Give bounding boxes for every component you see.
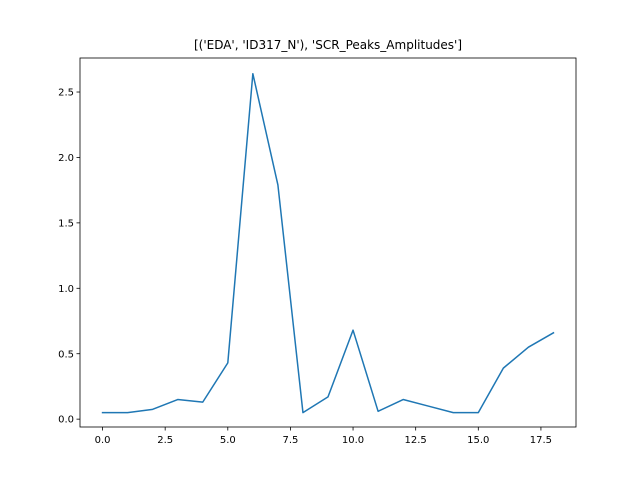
x-axis: 0.0 2.5 5.0 7.5 10.0 12.5 15.0 17.5 xyxy=(95,427,552,446)
y-axis: 0.0 0.5 1.0 1.5 2.0 2.5 xyxy=(58,88,80,426)
y-tick-label: 0.5 xyxy=(58,349,74,360)
series-layer xyxy=(101,72,555,414)
y-tick-label: 2.0 xyxy=(58,153,74,164)
x-tick-label: 7.5 xyxy=(282,435,298,446)
x-tick-label: 17.5 xyxy=(530,435,552,446)
y-tick-label: 1.5 xyxy=(58,218,74,229)
y-tick-label: 0.0 xyxy=(58,415,74,426)
axes-frame xyxy=(79,57,577,428)
y-tick-label: 1.0 xyxy=(58,284,74,295)
x-tick-label: 10.0 xyxy=(342,435,364,446)
x-tick-label: 12.5 xyxy=(405,435,427,446)
chart-title: [('EDA', 'ID317_N'), 'SCR_Peaks_Amplitud… xyxy=(194,38,462,52)
x-tick-label: 0.0 xyxy=(95,435,111,446)
y-tick-label: 2.5 xyxy=(58,88,74,99)
x-tick-label: 5.0 xyxy=(220,435,236,446)
x-tick-label: 15.0 xyxy=(467,435,489,446)
plot-area xyxy=(79,57,577,428)
series-line xyxy=(101,72,555,414)
x-tick-label: 2.5 xyxy=(157,435,173,446)
